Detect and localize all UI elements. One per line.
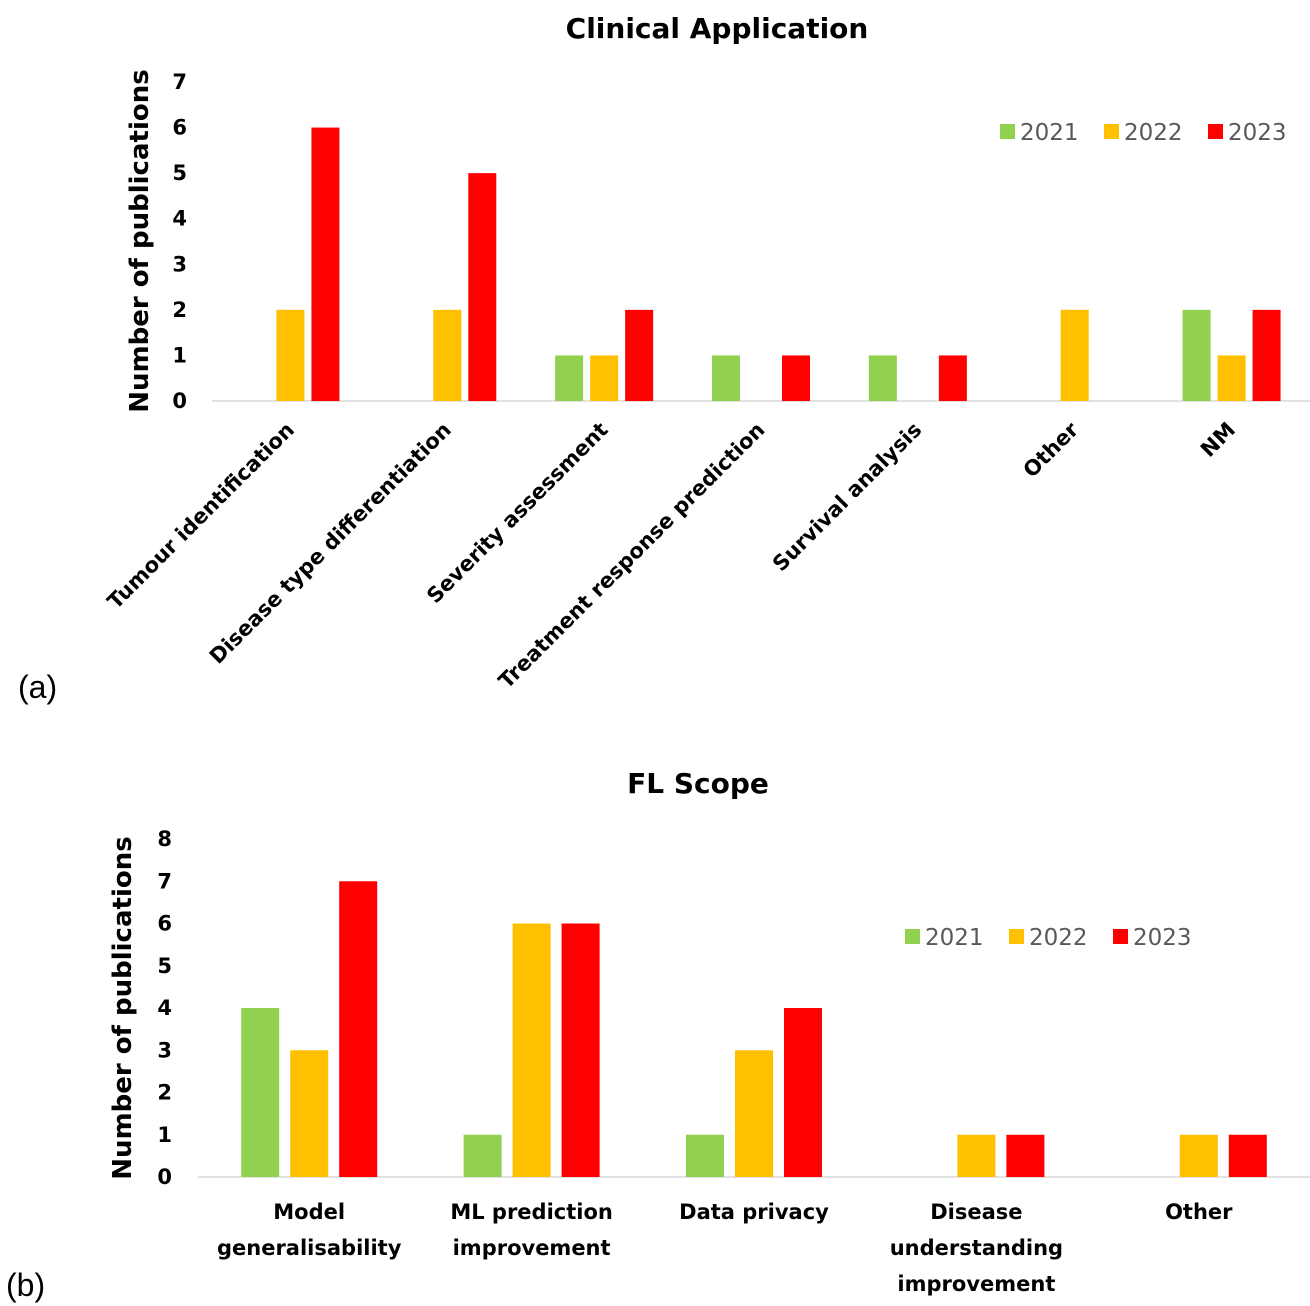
y-tick-label: 6 [172,116,187,140]
bar-2022-disease-understanding-improvement [957,1134,996,1177]
x-tick-label: Other [1165,1200,1233,1224]
x-tick-label: Disease type differentiation [205,418,456,669]
legend-swatch-2023 [1113,929,1128,944]
legend-label-2023: 2023 [1228,120,1287,146]
y-tick-label: 0 [157,1165,172,1189]
x-tick-label: ML prediction improvement [450,1200,613,1260]
bar-2022-model-generalisability [290,1050,329,1177]
chart-title: FL Scope [627,767,769,800]
bar-2023-disease-type-differentiation [468,173,497,401]
legend-swatch-2021 [1000,124,1015,139]
y-tick-label: 4 [172,207,187,231]
legend-label-2023: 2023 [1133,925,1192,951]
bar-2022-ml-prediction-improvement [512,923,551,1177]
bar-2023-treatment-response-prediction [782,355,810,401]
bar-2023-other [1228,1134,1267,1177]
bar-2021-severity-assessment [555,355,584,401]
bar-2021-data-privacy [686,1134,724,1177]
bar-2022-disease-type-differentiation [433,309,462,401]
panel-label: (b) [6,1267,45,1303]
y-tick-label: 3 [157,1038,172,1062]
x-tick-label: Tumour identification [103,418,299,614]
legend: 2021 2022 2023 [1000,120,1287,146]
x-tick-label: NM [1196,418,1240,462]
bar-2022-other [1060,309,1089,401]
chart-fl-scope: FL Scope Number of publications 0 1 2 3 4 5 6 7 8 M… [6,767,1310,1303]
y-tick-label: 5 [172,161,187,185]
x-tick-label: Model generalisability [217,1200,402,1260]
bar-2023-data-privacy [784,1008,822,1177]
y-tick-label: 1 [157,1123,172,1147]
legend-swatch-2021 [905,929,920,944]
x-tick-label: Severity assessment [422,418,613,609]
y-tick-label: 4 [157,996,172,1020]
x-tick-label: Disease understanding improvement [890,1200,1063,1296]
x-tick-label: Data privacy [679,1200,829,1224]
bar-2021-model-generalisability [241,1008,280,1177]
y-axis-label: Number of publications [125,69,155,412]
legend-swatch-2022 [1104,124,1119,139]
x-tick-label: Other [1019,417,1084,482]
x-tick-label: Survival analysis [768,418,926,576]
legend-label-2021: 2021 [1020,120,1079,146]
y-tick-label: 1 [172,343,187,367]
bar-2021-survival-analysis [868,355,897,401]
bar-2023-nm [1252,309,1281,401]
y-tick-label: 5 [157,954,172,978]
legend: 2021 2022 2023 [905,925,1192,951]
bar-2023-ml-prediction-improvement [561,923,600,1177]
bar-2021-nm [1182,309,1211,401]
bar-2023-tumour-identification [311,127,340,402]
bar-2021-ml-prediction-improvement [463,1134,502,1177]
y-tick-label: 7 [172,70,187,94]
legend-label-2022: 2022 [1124,120,1183,146]
panel-label: (a) [18,669,57,705]
bar-2022-severity-assessment [590,355,619,401]
bar-2023-severity-assessment [625,309,654,401]
bar-2022-tumour-identification [276,309,305,401]
legend-swatch-2022 [1009,929,1024,944]
y-tick-label: 6 [157,912,172,936]
chart-clinical-application: Clinical Application Number of publicatio… [18,12,1310,705]
legend-label-2021: 2021 [925,925,984,951]
bar-2023-model-generalisability [339,881,378,1177]
y-tick-label: 2 [157,1081,172,1105]
bar-2022-nm [1217,355,1246,401]
legend-label-2022: 2022 [1029,925,1088,951]
legend-swatch-2023 [1208,124,1223,139]
y-tick-label: 3 [172,252,187,276]
y-axis-label: Number of publications [108,836,138,1179]
y-tick-label: 0 [172,389,187,413]
y-tick-label: 7 [157,869,172,893]
chart-title: Clinical Application [566,12,869,45]
bar-2022-other [1179,1134,1218,1177]
bar-2023-survival-analysis [938,355,967,401]
bar-2021-treatment-response-prediction [712,355,740,401]
bar-2023-disease-understanding-improvement [1006,1134,1045,1177]
y-tick-label: 8 [157,827,172,851]
bar-2022-data-privacy [735,1050,773,1177]
x-tick-label: Treatment response prediction [494,418,770,694]
y-tick-label: 2 [172,298,187,322]
